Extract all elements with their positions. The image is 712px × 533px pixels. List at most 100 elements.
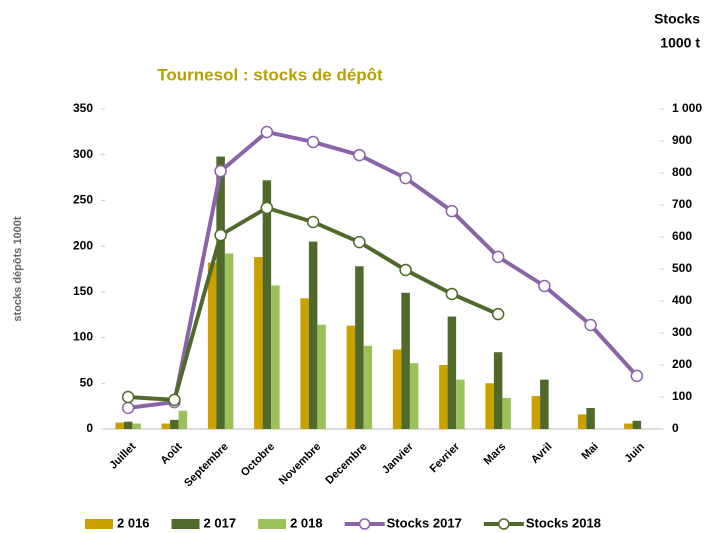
- x-tick-label: Novembre: [277, 441, 324, 488]
- bar: [132, 423, 141, 429]
- y2-tick-label: 800: [672, 165, 692, 179]
- y2-tick-label: 300: [672, 325, 692, 339]
- x-tick-label: Septembre: [182, 441, 231, 490]
- y2-tick-label: 700: [672, 197, 692, 211]
- bar: [262, 180, 272, 429]
- y-tick-label: 0: [86, 421, 93, 435]
- y-tick-label: 350: [73, 101, 93, 115]
- marker: [260, 125, 274, 139]
- x-tick-label: Juillet: [107, 440, 138, 471]
- marker: [491, 250, 505, 264]
- bar: [216, 156, 225, 430]
- legend-marker: [498, 518, 510, 530]
- line: [127, 129, 639, 410]
- x-tick-label: Decembre: [323, 441, 369, 487]
- bar: [485, 383, 494, 429]
- marker: [121, 401, 135, 415]
- marker: [399, 171, 412, 185]
- marker: [584, 318, 597, 332]
- bar: [207, 262, 217, 429]
- bar: [355, 266, 364, 429]
- x-tick-label: Octobre: [239, 441, 277, 479]
- y2-tick-label: 1 000: [672, 101, 702, 115]
- bar: [577, 414, 587, 429]
- bar: [254, 257, 263, 429]
- bar: [170, 419, 179, 429]
- marker: [445, 287, 459, 301]
- x-tick-label: Août: [158, 440, 184, 466]
- y2-axis-title: 1000 t: [660, 35, 700, 51]
- bar: [317, 324, 326, 429]
- bar: [456, 379, 465, 429]
- y-tick-label: 200: [73, 238, 93, 252]
- marker: [214, 228, 227, 242]
- y-tick-label: 150: [73, 284, 93, 298]
- bar: [632, 420, 642, 429]
- legend-swatch: [85, 519, 113, 529]
- marker: [260, 201, 274, 215]
- marker: [630, 369, 644, 383]
- marker: [399, 263, 412, 277]
- legend-marker: [358, 518, 371, 530]
- bar: [363, 345, 373, 429]
- marker: [168, 393, 181, 407]
- bar: [502, 397, 511, 429]
- bar: [401, 292, 410, 429]
- y2-tick-label: 100: [672, 389, 692, 403]
- y2-tick-label: 400: [672, 293, 692, 307]
- bar: [346, 325, 356, 429]
- y-tick-label: 50: [80, 375, 94, 389]
- legend-label: Stocks 2018: [526, 515, 601, 530]
- y-tick-label: 250: [73, 193, 93, 207]
- y-tick-label: 300: [73, 147, 93, 161]
- bar: [178, 410, 188, 429]
- legend-swatch: [171, 519, 200, 529]
- bar: [586, 407, 595, 429]
- bar: [392, 349, 402, 429]
- y2-tick-label: 500: [672, 261, 692, 275]
- bar: [540, 379, 549, 429]
- marker: [353, 235, 366, 249]
- y2-tick-label: 900: [672, 133, 692, 147]
- legend-swatch: [258, 519, 287, 529]
- chart-title: Tournesol : stocks de dépôt: [157, 65, 383, 84]
- bar: [300, 298, 309, 429]
- bar: [308, 241, 318, 429]
- bar: [624, 423, 633, 429]
- marker: [306, 135, 320, 149]
- y-tick-label: 100: [73, 330, 93, 344]
- bar: [493, 352, 503, 429]
- bar: [409, 363, 419, 429]
- y-axis-title: stocks dépôts 1000t: [12, 216, 24, 321]
- marker: [445, 204, 459, 218]
- marker: [306, 215, 320, 229]
- bar: [161, 423, 171, 429]
- x-tick-label: Mars: [482, 441, 509, 468]
- x-tick-label: Juin: [623, 441, 648, 466]
- bar: [531, 396, 541, 429]
- x-tick-label: Fevrier: [428, 440, 463, 475]
- bar: [447, 316, 457, 429]
- bar: [439, 365, 448, 429]
- bar: [224, 253, 234, 429]
- marker: [214, 164, 227, 178]
- marker: [353, 148, 366, 162]
- marker: [538, 279, 551, 293]
- x-tick-label: Mai: [579, 441, 600, 462]
- x-tick-label: Avril: [529, 441, 554, 466]
- marker: [491, 307, 505, 321]
- bar: [123, 421, 133, 429]
- legend-label: 2 017: [204, 515, 237, 530]
- y2-axis-title: Stocks: [654, 11, 700, 27]
- y2-tick-label: 0: [672, 421, 679, 435]
- bar: [271, 285, 280, 429]
- legend-label: 2 016: [117, 515, 150, 530]
- legend-label: 2 018: [290, 515, 323, 530]
- legend-label: Stocks 2017: [387, 515, 462, 530]
- x-tick-label: Janvier: [380, 440, 416, 476]
- marker: [121, 390, 135, 404]
- y2-tick-label: 600: [672, 229, 692, 243]
- y2-tick-label: 200: [672, 357, 692, 371]
- bar: [115, 422, 124, 429]
